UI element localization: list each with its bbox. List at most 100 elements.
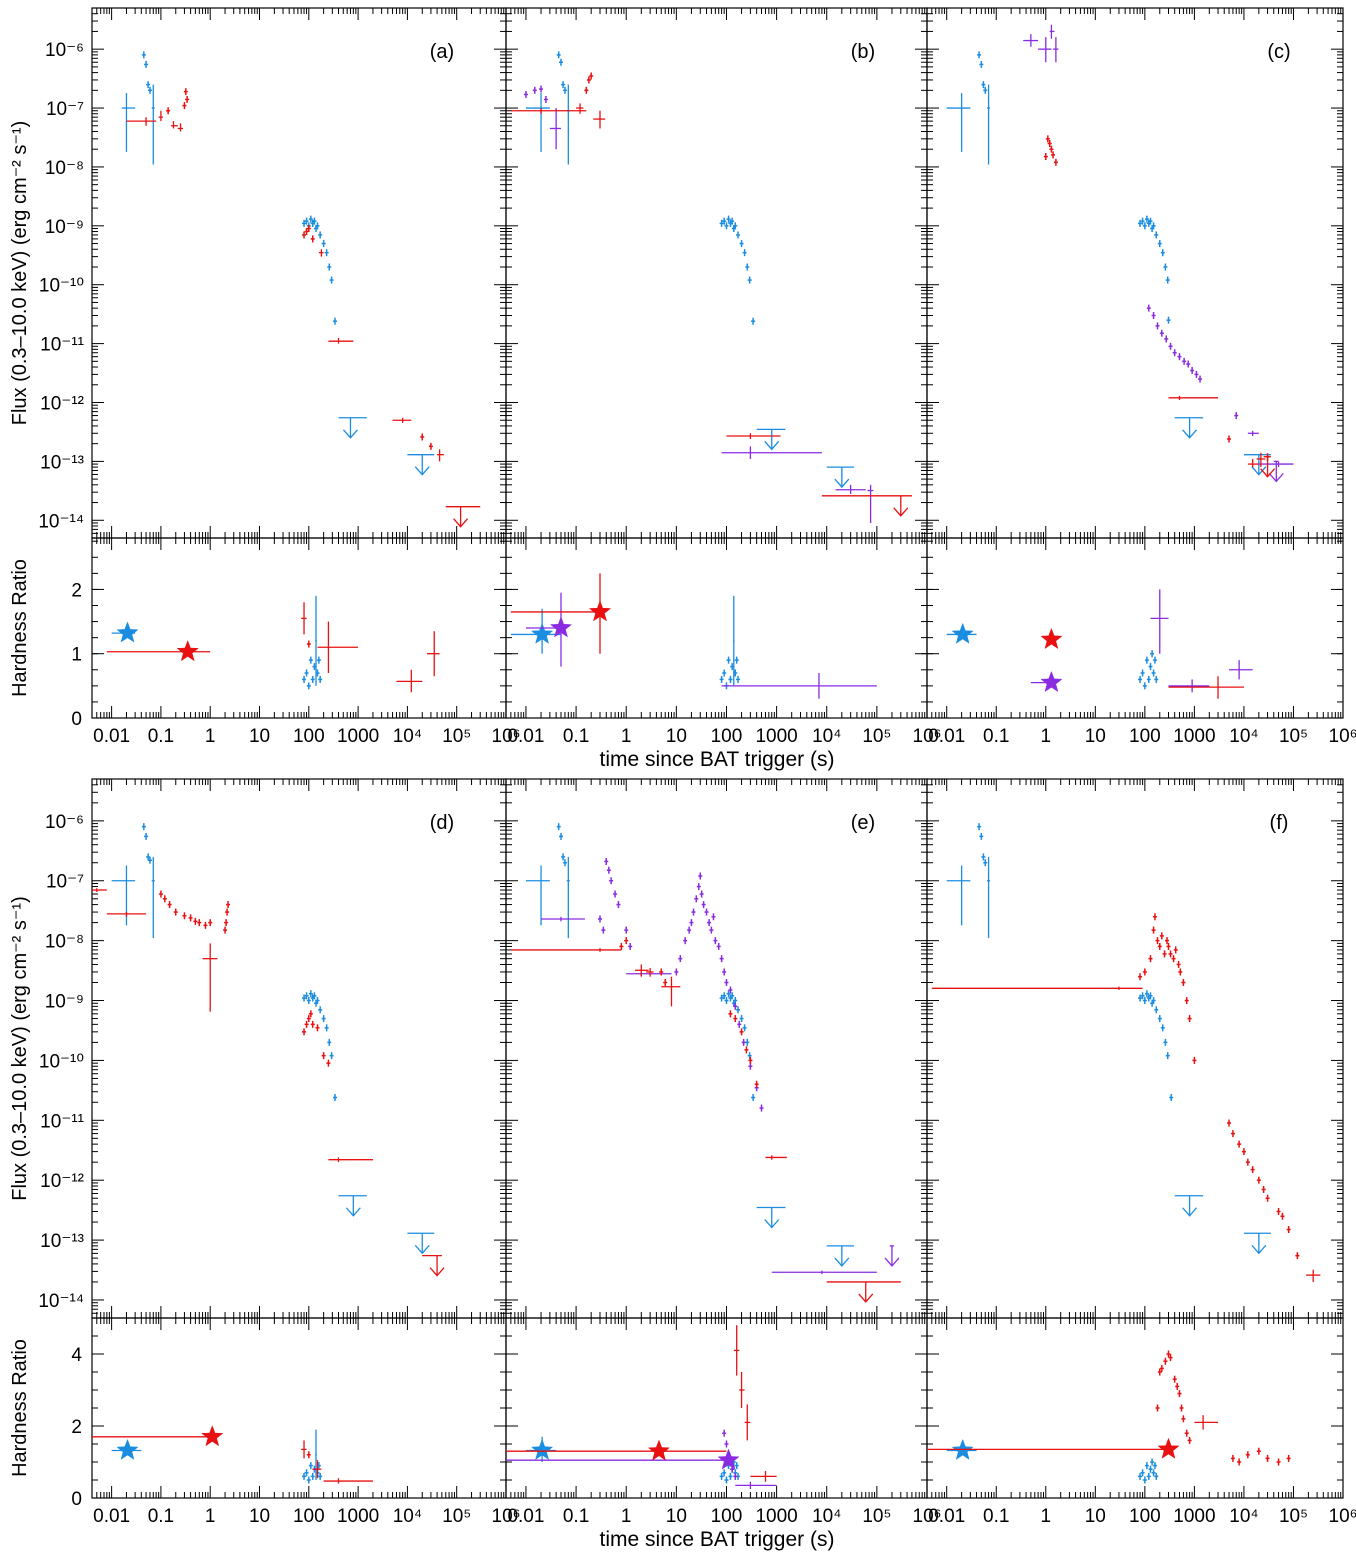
hr-point [1181, 1415, 1186, 1423]
upper-limit-head [834, 1257, 850, 1267]
flux-point [562, 86, 567, 94]
flux-point [151, 856, 155, 939]
x-tick-label: 10⁶ [492, 1506, 521, 1527]
hr-point [726, 656, 731, 664]
flux-point [318, 231, 323, 239]
flux-point [170, 121, 178, 129]
flux-point [604, 857, 609, 865]
flux-point [106, 912, 147, 917]
flux-point [1151, 997, 1156, 1005]
hr-point [1179, 1404, 1184, 1412]
flux-tick-label: 10⁻⁸ [45, 932, 84, 953]
flux-point [983, 86, 988, 94]
hr-point [724, 1440, 729, 1448]
flux-point [549, 108, 561, 150]
flux-point [306, 1015, 311, 1023]
hr-point [733, 1325, 740, 1376]
flux-point [1138, 973, 1143, 981]
flux-point [208, 919, 213, 927]
panel-f: 0.01 0.1 1 10 100 1000 10⁴ 10⁵ 10⁶ (f) [926, 778, 1356, 1527]
flux-point [306, 225, 311, 233]
flux-tick-label: 10⁻⁹ [45, 992, 84, 1013]
upper-limit [756, 428, 786, 451]
flux-point [701, 901, 706, 909]
flux-point [726, 215, 731, 223]
flux-point [328, 337, 354, 344]
hr-star-marker [549, 616, 573, 638]
hr-series-red [506, 1325, 777, 1482]
flux-point [312, 217, 317, 225]
hr-point [734, 1462, 739, 1470]
flux-point [624, 937, 629, 945]
hr-series-red [106, 602, 440, 693]
flux-point [616, 901, 621, 909]
flux-point [1053, 158, 1058, 166]
flux-point [333, 317, 338, 325]
flux-point [327, 1038, 332, 1046]
hr-star-marker [951, 622, 974, 644]
flux-axes-frame [505, 7, 928, 539]
hr-point [1146, 675, 1151, 683]
flux-point [315, 997, 320, 1005]
flux-point [223, 926, 228, 934]
hr-series-blue [111, 595, 323, 690]
flux-point [1045, 135, 1050, 143]
x-tick-label: 1 [205, 726, 216, 747]
hr-point [1150, 650, 1155, 658]
x-tick-label: 0.1 [563, 726, 589, 747]
flux-point [1184, 997, 1189, 1005]
flux-point [1256, 452, 1266, 468]
flux-point [586, 76, 591, 84]
hr-point [736, 675, 741, 683]
flux-tick-label: 10⁻¹⁰ [39, 1051, 84, 1072]
flux-point [92, 888, 107, 892]
flux-point [628, 942, 633, 950]
hr-point [396, 669, 423, 693]
flux-point [1163, 263, 1168, 271]
flux-point [428, 442, 433, 450]
hr-series-blue [525, 1436, 741, 1484]
flux-point [1148, 992, 1153, 1000]
panel-e: 0.01 0.1 1 10 100 1000 10⁴ 10⁵ 10⁶ (e) [505, 778, 941, 1527]
hr-point [1230, 1454, 1235, 1462]
flux-point [1190, 366, 1195, 374]
x-tick-label: 1 [621, 1506, 632, 1527]
hr-point [1144, 656, 1149, 664]
hr-star-marker [116, 621, 139, 643]
hr-point [1152, 1462, 1157, 1470]
flux-point [1053, 37, 1059, 63]
flux-point [318, 249, 324, 257]
hr-star-marker [647, 1439, 671, 1461]
x-tick-label: 0.01 [507, 1506, 544, 1527]
hr-point [734, 656, 739, 664]
x-tick-label: 0.1 [148, 726, 174, 747]
flux-point [663, 978, 668, 986]
hr-series-blue [510, 595, 741, 690]
flux-point [185, 95, 190, 103]
hr-point [1168, 679, 1210, 693]
flux-point [983, 859, 988, 867]
hr-tick-label: 0 [71, 709, 82, 730]
flux-point [1295, 1252, 1300, 1260]
hr-star-marker [588, 600, 612, 622]
flux-series-blue [525, 823, 855, 1267]
upper-limit [1260, 456, 1276, 478]
hr-point [1144, 1462, 1149, 1470]
x-tick-label: 10⁵ [862, 1506, 891, 1527]
flux-point [1256, 1176, 1261, 1184]
flux-point [126, 117, 157, 126]
flux-point [183, 88, 188, 96]
hr-point [1138, 1472, 1143, 1480]
flux-point [523, 90, 528, 98]
upper-limit [422, 1254, 445, 1277]
hr-point [733, 1472, 738, 1480]
flux-point [730, 992, 735, 1000]
panel-d: 0 2 4 10⁻¹⁴ 10⁻¹³ 10⁻¹² 10⁻¹¹ 10⁻¹⁰ 10⁻⁹ 10⁻⁸ 10⁻⁷… [38, 778, 521, 1527]
flux-point [144, 832, 149, 840]
flux-point [561, 81, 566, 89]
hr-point [1286, 1454, 1291, 1462]
flux-point [392, 417, 412, 423]
flux-point [188, 914, 193, 922]
flux-point [707, 919, 712, 927]
hr-point [306, 682, 311, 690]
